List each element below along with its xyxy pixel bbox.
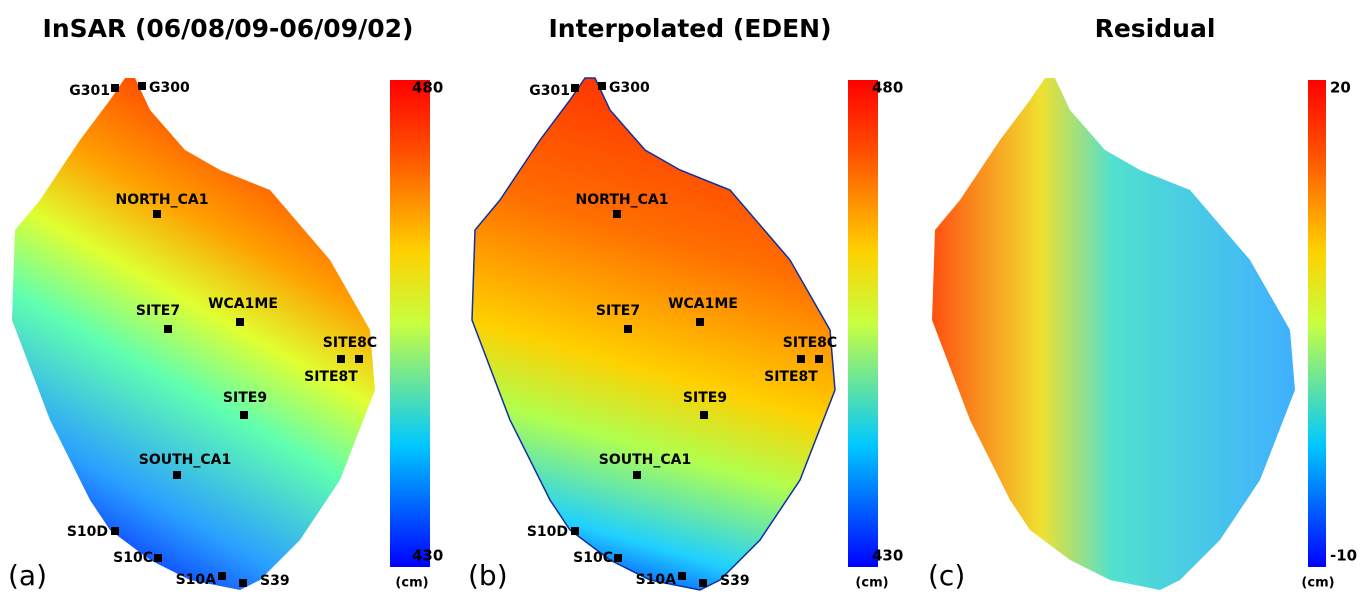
site-marker — [797, 355, 805, 363]
site-marker — [236, 318, 244, 326]
colorbar-max: 20 — [1330, 79, 1351, 97]
site-label: G300 — [609, 80, 650, 96]
site-label: NORTH_CA1 — [116, 192, 209, 208]
site-marker — [239, 579, 247, 587]
site-marker — [613, 210, 621, 218]
site-label: S10D — [67, 524, 108, 540]
site-marker — [111, 527, 119, 535]
site-label: SITE7 — [596, 303, 640, 319]
site-label: G300 — [149, 80, 190, 96]
site-marker — [598, 82, 606, 90]
site-label: G301 — [529, 83, 570, 99]
site-label: SITE8C — [323, 335, 377, 351]
site-label: S39 — [260, 573, 290, 589]
site-marker — [815, 355, 823, 363]
panel-label: (b) — [468, 559, 508, 592]
site-label: S10C — [573, 550, 613, 566]
colorbar — [848, 80, 878, 567]
panel-label: (c) — [928, 559, 965, 592]
panel-title: InSAR (06/08/09-06/09/02) — [43, 14, 414, 43]
site-label: G301 — [69, 83, 110, 99]
colorbar-unit: (cm) — [1301, 576, 1334, 591]
site-marker — [571, 84, 579, 92]
site-label: SITE9 — [223, 390, 267, 406]
colorbar-min: 430 — [872, 547, 903, 565]
site-marker — [624, 325, 632, 333]
colorbar-min: 430 — [412, 547, 443, 565]
site-label: SOUTH_CA1 — [599, 452, 691, 468]
site-marker — [633, 471, 641, 479]
site-marker — [571, 527, 579, 535]
site-marker — [164, 325, 172, 333]
panel-title: Interpolated (EDEN) — [548, 14, 831, 43]
site-marker — [154, 554, 162, 562]
site-marker — [614, 554, 622, 562]
colorbar-max: 480 — [412, 79, 443, 97]
site-label: SOUTH_CA1 — [139, 452, 231, 468]
site-marker — [240, 411, 248, 419]
site-label: S10A — [176, 572, 217, 588]
site-marker — [173, 471, 181, 479]
colorbar-unit: (cm) — [855, 576, 888, 591]
map-c — [932, 78, 1295, 590]
map-b — [471, 77, 836, 591]
site-marker — [138, 82, 146, 90]
site-marker — [355, 355, 363, 363]
site-label: NORTH_CA1 — [576, 192, 669, 208]
panel-title: Residual — [1095, 14, 1216, 43]
site-marker — [153, 210, 161, 218]
site-marker — [700, 411, 708, 419]
site-label: SITE8C — [783, 335, 837, 351]
panel-label: (a) — [8, 559, 47, 592]
site-label: S10A — [636, 572, 677, 588]
site-label: S10D — [527, 524, 568, 540]
site-marker — [678, 572, 686, 580]
site-label: SITE9 — [683, 390, 727, 406]
map-a — [12, 78, 375, 590]
site-label: SITE8T — [304, 369, 358, 385]
site-label: WCA1ME — [208, 296, 278, 312]
colorbar — [1308, 80, 1326, 567]
colorbar-unit: (cm) — [395, 576, 428, 591]
site-label: SITE7 — [136, 303, 180, 319]
colorbar-max: 480 — [872, 79, 903, 97]
site-marker — [696, 318, 704, 326]
site-marker — [218, 572, 226, 580]
site-label: S10C — [113, 550, 153, 566]
site-marker — [337, 355, 345, 363]
site-label: S39 — [720, 573, 750, 589]
site-marker — [699, 579, 707, 587]
colorbar — [390, 80, 430, 567]
site-marker — [111, 84, 119, 92]
colorbar-min: -10 — [1330, 547, 1357, 565]
site-label: SITE8T — [764, 369, 818, 385]
site-label: WCA1ME — [668, 296, 738, 312]
